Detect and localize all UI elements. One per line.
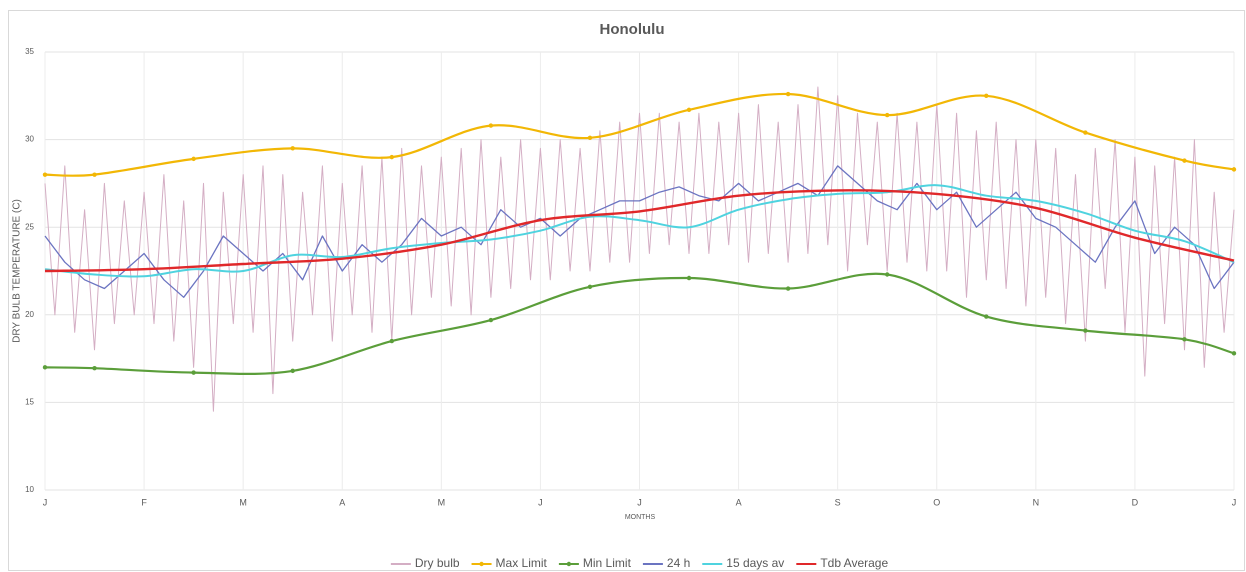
legend-item: 15 days av [702, 556, 784, 570]
series-line [44, 92, 1235, 177]
point-marker [984, 93, 989, 99]
chart-border [8, 10, 1245, 571]
point-marker [984, 314, 989, 319]
point-marker [488, 317, 494, 323]
point-marker [92, 172, 97, 177]
point-marker [1182, 337, 1187, 342]
x-tick-label: N [1033, 497, 1040, 507]
x-tick-label: J [538, 497, 543, 507]
x-tick-label: J [1232, 497, 1237, 507]
series-line [44, 165, 1235, 298]
x-tick-label: M [438, 497, 446, 507]
x-tick-label: A [736, 497, 742, 507]
series-line [44, 86, 1235, 412]
series-line [44, 184, 1235, 278]
point-marker [885, 112, 890, 118]
point-marker [1083, 328, 1088, 333]
legend-marker [566, 561, 572, 567]
legend: Dry bulb Max Limit Min Limit 24 h 15 days av… [390, 556, 888, 570]
point-marker [686, 275, 692, 281]
point-marker [290, 146, 295, 151]
point-marker [587, 284, 593, 289]
point-marker [1231, 351, 1237, 356]
point-marker [686, 107, 692, 113]
x-tick-label: F [141, 497, 147, 507]
y-tick-label: 20 [25, 310, 34, 319]
series-line [44, 272, 1235, 375]
x-tick-label: A [339, 497, 345, 507]
point-marker [92, 366, 97, 371]
legend-label: Min Limit [583, 556, 632, 570]
y-tick-label: 35 [25, 47, 34, 56]
legend-label: 15 days av [726, 556, 784, 570]
x-tick-label: O [933, 497, 940, 507]
y-tick-label: 30 [25, 135, 34, 144]
point-marker [290, 368, 295, 374]
x-tick-label: D [1132, 497, 1139, 507]
point-marker [42, 172, 48, 177]
y-tick-label: 10 [25, 485, 34, 494]
y-tick-label: 25 [25, 222, 34, 231]
point-marker [389, 338, 394, 344]
point-marker [191, 156, 196, 162]
point-marker [488, 123, 494, 128]
point-marker [1231, 167, 1237, 172]
point-marker [1083, 130, 1088, 135]
legend-item: 24 h [642, 556, 690, 570]
point-marker [1182, 158, 1187, 163]
x-tick-label: J [637, 497, 642, 507]
legend-item: Dry bulb [390, 556, 460, 570]
legend-marker [479, 561, 484, 567]
point-marker [389, 154, 394, 160]
point-marker [885, 272, 890, 277]
point-marker [785, 91, 791, 97]
series-line [44, 189, 1235, 273]
legend-label: Dry bulb [415, 556, 460, 570]
point-marker [785, 286, 791, 291]
x-tick-label: J [43, 497, 48, 507]
legend-item: Min Limit [558, 556, 632, 570]
legend-label: Tdb Average [820, 556, 888, 570]
chart-title: Honolulu [600, 21, 665, 38]
point-marker [42, 365, 48, 370]
point-marker [587, 135, 593, 141]
x-axis-label: MONTHS [625, 514, 656, 521]
x-tick-label: M [239, 497, 247, 507]
point-marker [191, 370, 196, 375]
legend-label: Max Limit [496, 556, 548, 570]
legend-item: Tdb Average [796, 556, 888, 570]
legend-item: Max Limit [471, 556, 548, 570]
x-tick-label: S [835, 497, 841, 507]
y-tick-label: 15 [25, 398, 34, 407]
legend-label: 24 h [667, 556, 690, 570]
y-axis-label: DRY BULB TEMPERATURE (C) [12, 199, 23, 343]
